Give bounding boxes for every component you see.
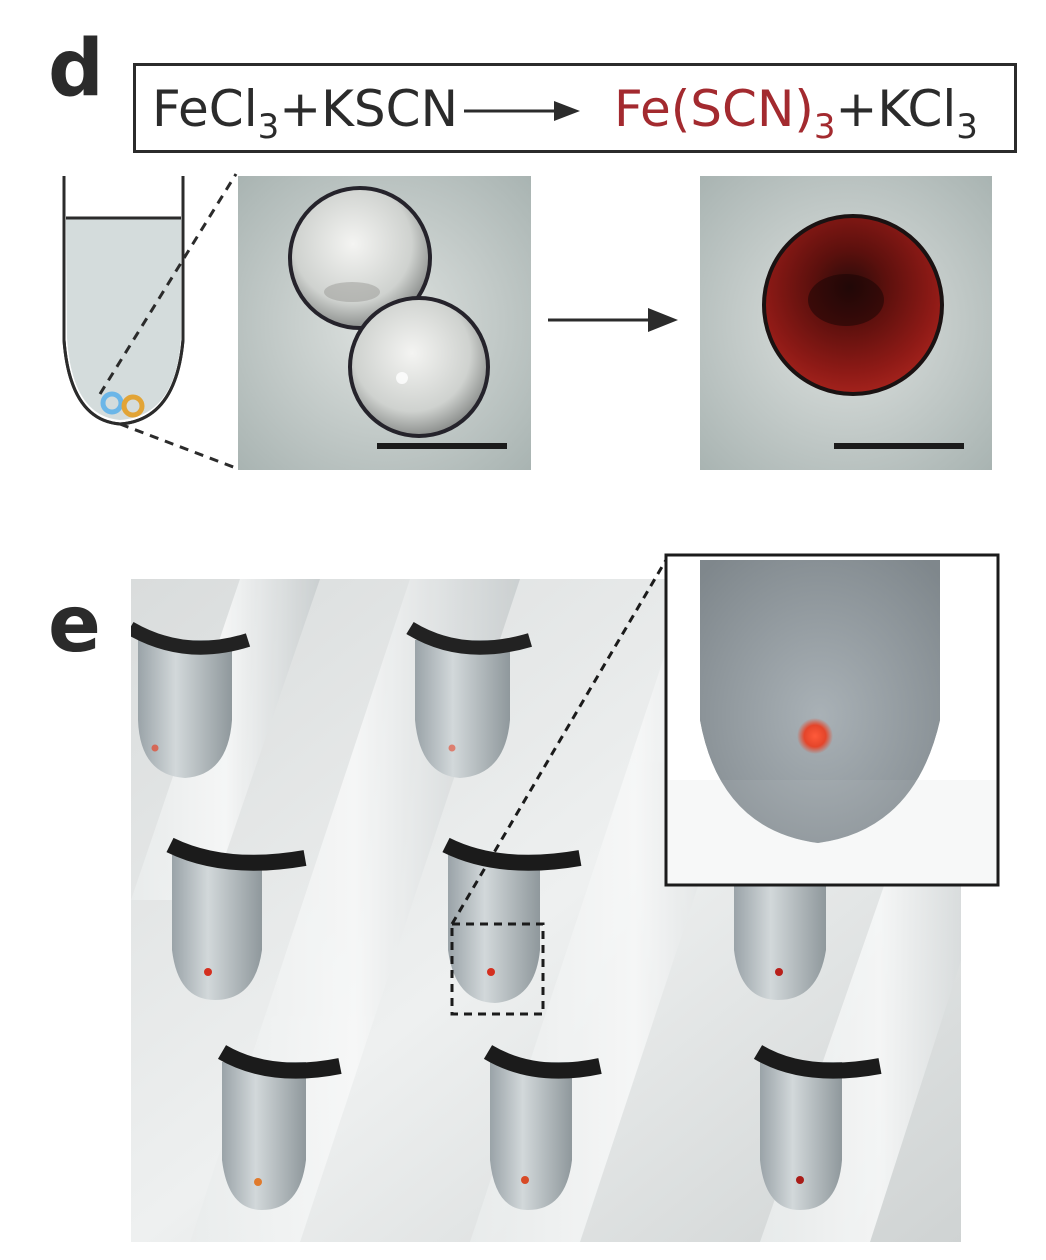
transition-arrow-icon [548, 308, 678, 332]
reactant-kscn: +KSCN [279, 80, 458, 138]
blue-droplet-icon [100, 391, 124, 415]
reactants: FeCl3+KSCN [152, 80, 458, 147]
zoom-line-bottom [119, 422, 237, 470]
products: Fe(SCN)3+KCl3 [614, 80, 978, 147]
zoom-line [450, 559, 668, 925]
panel-label-d: d [48, 24, 104, 114]
zoom-inset [664, 553, 1000, 887]
orange-droplet-icon [121, 394, 145, 418]
reactant-fecl3: FeCl [152, 80, 258, 138]
reaction-arrow-icon [464, 101, 580, 121]
scale-bar [834, 443, 964, 449]
micrograph-after [700, 176, 992, 470]
zoom-line-top [98, 173, 238, 395]
micrograph-before [238, 176, 531, 470]
tube-r1-c2 [406, 621, 532, 778]
tube-r2-c2 [442, 837, 582, 1003]
tube-r3-c2 [483, 1045, 602, 1210]
scale-bar [377, 443, 507, 449]
tube-r2-c1 [166, 837, 307, 1000]
tube-r1-c1 [131, 621, 251, 778]
reaction-equation-box: FeCl3+KSCN Fe(SCN)3+KCl3 [133, 63, 1017, 153]
tube-r3-c3 [753, 1045, 882, 1210]
zoom-selection-box [450, 922, 545, 1016]
panel-d-figure [62, 173, 992, 470]
panel-label-e: e [48, 580, 101, 670]
tube-r3-c1 [217, 1045, 342, 1210]
tube-r2-c3 [734, 885, 826, 1000]
product-kcl3: +KCl [835, 80, 957, 138]
product-fe-scn3: Fe(SCN) [614, 80, 814, 138]
red-droplet-icon [797, 718, 833, 754]
